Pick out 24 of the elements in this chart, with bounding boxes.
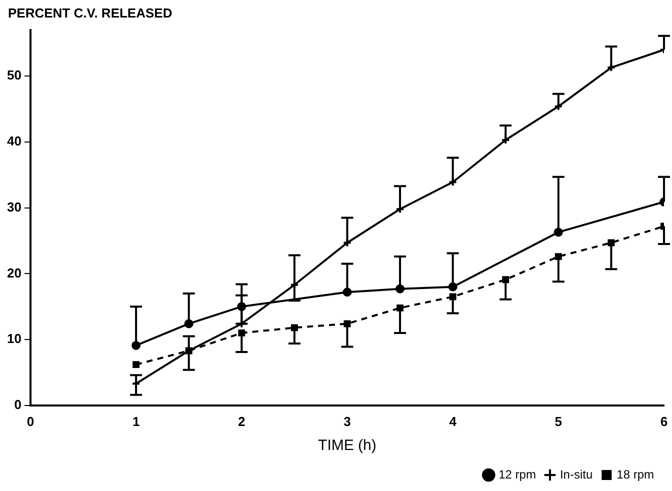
legend-label: 12 rpm [498,467,536,482]
y-tick-label: 10 [6,331,22,346]
x-tick-label: 3 [344,414,351,429]
y-axis-title: PERCENT C.V. RELEASED [8,6,172,21]
point [290,324,298,332]
y-tick-label: 0 [14,396,22,412]
x-tick-label: 2 [238,414,246,429]
point [502,276,510,284]
y-tick-label: 40 [6,134,22,149]
x-axis-title: TIME (h) [318,437,376,454]
point [238,329,246,336]
legend-label: 18 rpm [616,467,654,482]
point [396,304,404,312]
y-tick-label: 30 [6,199,22,214]
x-tick-label: 6 [660,414,668,429]
point [132,361,140,368]
x-tick-label: 4 [449,414,458,429]
y-tick-label: 20 [6,265,22,280]
point [554,253,562,260]
x-tick-label: 0 [26,414,34,429]
x-tick-label: 1 [132,414,140,429]
legend-label: In-situ [560,467,593,482]
x-tick-label: 5 [554,414,562,429]
y-tick-label: 50 [6,68,22,83]
